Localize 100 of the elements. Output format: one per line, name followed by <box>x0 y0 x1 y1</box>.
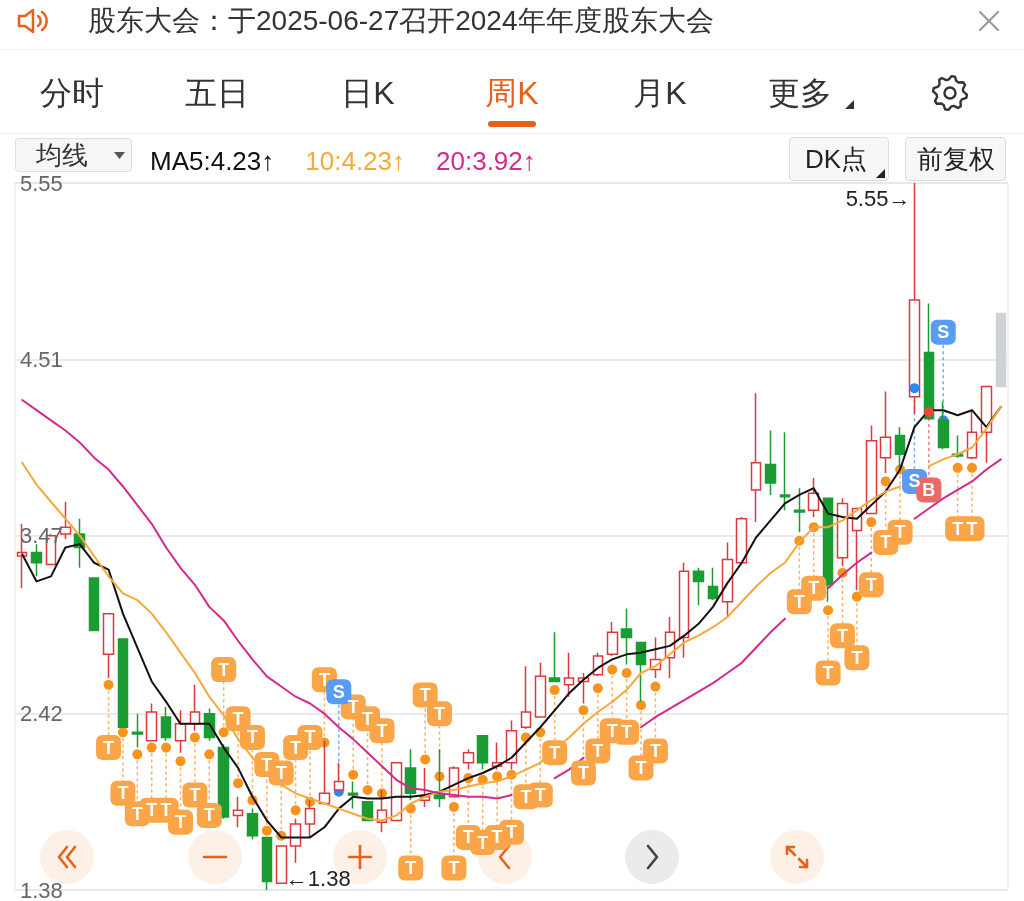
candlestick <box>462 748 475 771</box>
candlestick <box>347 780 359 810</box>
point <box>448 801 459 812</box>
data-label: T <box>405 857 417 878</box>
data-label: T <box>534 785 546 806</box>
point <box>650 681 661 692</box>
candlestick <box>131 712 144 749</box>
candlestick <box>995 312 1007 388</box>
candlestick <box>232 796 244 829</box>
candlestick <box>793 487 806 534</box>
y-tick-label: 1.38 <box>20 877 63 901</box>
text: 五日 <box>185 74 249 113</box>
candlestick <box>160 706 172 742</box>
data-label: T <box>362 708 374 729</box>
data-label: T <box>103 737 115 758</box>
candlestick <box>807 477 820 518</box>
candlestick <box>117 638 129 728</box>
data-label: T <box>261 754 273 775</box>
candlestick <box>750 392 762 523</box>
candlestick <box>289 818 302 864</box>
data-label: T <box>117 783 129 804</box>
data-label: B <box>922 479 936 500</box>
point <box>189 732 200 743</box>
text: 更多 <box>768 74 832 113</box>
point <box>261 825 272 836</box>
point <box>952 462 963 473</box>
point <box>578 705 589 716</box>
candlestick <box>520 665 532 730</box>
data-label: T <box>649 740 661 761</box>
candlestick <box>174 709 187 754</box>
text: 均线 <box>36 139 88 171</box>
data-label: T <box>549 742 561 763</box>
data-label: S <box>908 471 921 492</box>
candlestick <box>548 631 561 683</box>
candlestick <box>189 684 201 732</box>
point <box>923 406 934 417</box>
data-label: T <box>290 737 302 758</box>
data-label: T <box>160 800 172 821</box>
data-label: T <box>577 763 589 784</box>
point <box>866 517 877 528</box>
candlestick <box>620 607 633 666</box>
candlestick <box>88 577 100 632</box>
data-label: T <box>822 662 834 683</box>
y-tick-label: 4.51 <box>20 346 63 372</box>
point <box>146 742 157 753</box>
point <box>420 754 431 765</box>
data-label: T <box>606 720 618 741</box>
data-label: S <box>937 322 950 343</box>
candlestick <box>779 431 791 511</box>
data-label: T <box>635 757 647 778</box>
point <box>851 591 862 602</box>
candlestick <box>563 651 575 698</box>
point <box>880 476 891 487</box>
point <box>175 756 186 767</box>
point <box>592 683 603 694</box>
point <box>621 667 632 678</box>
text: 日K <box>341 74 395 113</box>
candlestick <box>707 567 719 601</box>
candlestick <box>606 621 619 657</box>
text: 周K <box>485 74 539 113</box>
candlestick <box>145 702 158 742</box>
data-label: T <box>146 800 158 821</box>
y-tick-label: 2.42 <box>20 701 63 727</box>
point <box>233 778 244 789</box>
candlestick <box>735 516 748 566</box>
y-tick-label: 5.55 <box>20 170 63 196</box>
data-label: T <box>203 805 215 826</box>
candlestick <box>246 807 259 840</box>
data-label: T <box>520 786 532 807</box>
point <box>204 749 215 760</box>
text: 20:3.92↑ <box>436 146 536 176</box>
data-label: T <box>275 763 287 784</box>
data-label: T <box>131 803 143 824</box>
candlestick <box>261 836 273 891</box>
data-label: T <box>491 827 503 848</box>
data-label: T <box>419 685 431 706</box>
data-label: T <box>462 827 474 848</box>
point <box>607 664 618 675</box>
data-label: T <box>304 727 316 748</box>
annotation: ←1.38 <box>285 865 351 891</box>
data-label: S <box>332 681 345 702</box>
candlestick <box>476 734 489 771</box>
data-label: T <box>175 812 186 833</box>
candlestick <box>534 662 547 718</box>
point <box>492 771 503 782</box>
candlestick <box>764 429 777 496</box>
data-label: T <box>880 532 892 553</box>
point <box>909 383 920 394</box>
data-label: T <box>808 578 820 599</box>
data-label: T <box>347 696 359 717</box>
candlestick <box>404 748 417 801</box>
point <box>103 679 114 690</box>
point <box>636 700 647 711</box>
point <box>290 805 301 816</box>
candlestick <box>102 612 115 679</box>
candlestick <box>678 562 690 659</box>
data-label: T <box>592 740 604 761</box>
text: DK点 <box>803 143 869 176</box>
chart-title: 股东大会：于2025-06-27召开2024年年度股东大会 <box>88 4 714 38</box>
data-label: T <box>448 857 460 878</box>
